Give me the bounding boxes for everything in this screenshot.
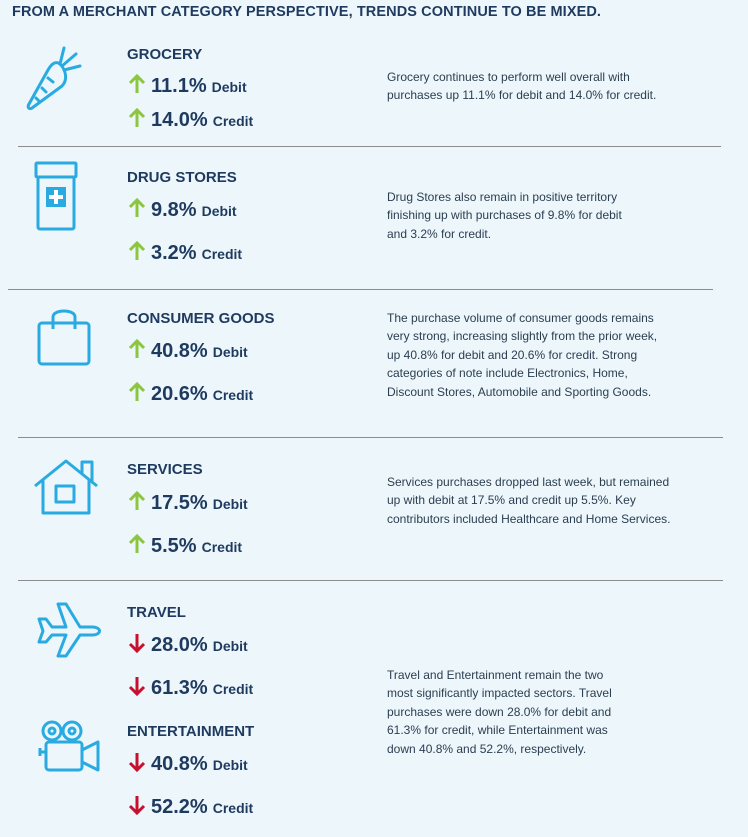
credit-value: 52.2% bbox=[151, 796, 208, 818]
debit-label: Debit bbox=[212, 344, 248, 360]
debit-value: 40.8% bbox=[151, 753, 208, 775]
down-arrow-icon bbox=[127, 752, 149, 773]
drug-stores-description: Drug Stores also remain in positive terr… bbox=[387, 190, 622, 241]
debit-stat: 40.8% Debit bbox=[127, 337, 248, 363]
credit-value: 5.5% bbox=[151, 535, 197, 557]
credit-stat: 20.6% Credit bbox=[127, 380, 253, 406]
credit-label: Credit bbox=[212, 800, 254, 816]
credit-label: Credit bbox=[201, 246, 243, 262]
debit-stat: 28.0% Debit bbox=[127, 631, 248, 657]
debit-stat: 40.8% Debit bbox=[127, 750, 248, 776]
down-arrow-icon bbox=[127, 633, 149, 654]
category-name: SERVICES bbox=[127, 461, 203, 478]
airplane-icon bbox=[36, 601, 102, 659]
debit-stat: 11.1% Debit bbox=[127, 72, 247, 98]
divider bbox=[18, 437, 723, 438]
divider bbox=[18, 580, 723, 581]
medicine-bottle-icon bbox=[34, 161, 78, 231]
credit-label: Credit bbox=[212, 387, 254, 403]
category-name: ENTERTAINMENT bbox=[127, 723, 255, 740]
carrot-icon bbox=[24, 44, 82, 114]
consumer-goods-description: The purchase volume of consumer goods re… bbox=[387, 311, 658, 399]
category-name: DRUG STORES bbox=[127, 169, 237, 186]
credit-stat: 3.2% Credit bbox=[127, 239, 242, 265]
debit-stat: 9.8% Debit bbox=[127, 196, 237, 222]
debit-label: Debit bbox=[201, 203, 237, 219]
movie-camera-icon bbox=[38, 720, 102, 778]
credit-value: 20.6% bbox=[151, 383, 208, 405]
up-arrow-icon bbox=[127, 338, 149, 359]
credit-stat: 61.3% Credit bbox=[127, 674, 253, 700]
credit-label: Credit bbox=[201, 539, 243, 555]
credit-stat: 5.5% Credit bbox=[127, 532, 242, 558]
up-arrow-icon bbox=[127, 197, 149, 218]
up-arrow-icon bbox=[127, 73, 149, 94]
up-arrow-icon bbox=[127, 533, 149, 554]
debit-value: 17.5% bbox=[151, 492, 208, 514]
shopping-bag-icon bbox=[36, 305, 92, 367]
debit-value: 9.8% bbox=[151, 199, 197, 221]
debit-label: Debit bbox=[212, 496, 248, 512]
services-description: Services purchases dropped last week, bu… bbox=[387, 475, 671, 526]
debit-label: Debit bbox=[211, 79, 247, 95]
up-arrow-icon bbox=[127, 490, 149, 511]
category-name: CONSUMER GOODS bbox=[127, 310, 275, 327]
credit-stat: 52.2% Credit bbox=[127, 793, 253, 819]
debit-label: Debit bbox=[212, 757, 248, 773]
house-icon bbox=[32, 458, 100, 516]
debit-value: 28.0% bbox=[151, 634, 208, 656]
down-arrow-icon bbox=[127, 676, 149, 697]
category-name: GROCERY bbox=[127, 46, 203, 63]
down-arrow-icon bbox=[127, 795, 149, 816]
debit-label: Debit bbox=[212, 638, 248, 654]
credit-value: 61.3% bbox=[151, 677, 208, 699]
debit-value: 11.1% bbox=[151, 75, 207, 97]
credit-stat: 14.0% Credit bbox=[127, 106, 253, 132]
credit-label: Credit bbox=[212, 681, 254, 697]
credit-value: 3.2% bbox=[151, 242, 197, 264]
up-arrow-icon bbox=[127, 240, 149, 261]
debit-value: 40.8% bbox=[151, 340, 208, 362]
up-arrow-icon bbox=[127, 381, 149, 402]
divider bbox=[18, 146, 721, 147]
category-name: TRAVEL bbox=[127, 604, 186, 621]
debit-stat: 17.5% Debit bbox=[127, 489, 248, 515]
credit-label: Credit bbox=[212, 113, 254, 129]
credit-value: 14.0% bbox=[151, 109, 208, 131]
page-title: FROM A MERCHANT CATEGORY PERSPECTIVE, TR… bbox=[12, 4, 602, 20]
divider bbox=[8, 289, 713, 290]
up-arrow-icon bbox=[127, 107, 149, 128]
grocery-description: Grocery continues to perform well overal… bbox=[387, 70, 657, 103]
travel-entertainment-description: Travel and Entertainment remain the two … bbox=[387, 668, 612, 756]
